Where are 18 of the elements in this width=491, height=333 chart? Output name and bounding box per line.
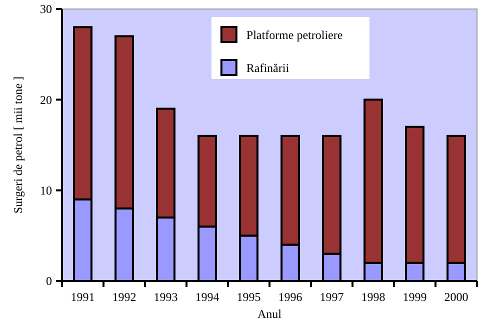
x-tick-label: 2000 <box>444 290 468 304</box>
y-tick-label: 0 <box>46 274 52 288</box>
x-tick-label: 1999 <box>402 290 427 304</box>
x-axis-title: Anul <box>258 307 282 321</box>
x-tick-label: 1996 <box>278 290 302 304</box>
x-tick-label: 1997 <box>320 290 344 304</box>
x-tick-label: 1993 <box>154 290 178 304</box>
legend-label: Rafinării <box>246 61 290 75</box>
x-tick-label: 1995 <box>236 290 261 304</box>
x-tick-label: 1992 <box>112 290 136 304</box>
y-tick-label: 20 <box>40 92 52 107</box>
y-tick-label: 10 <box>40 184 52 198</box>
y-tick-label: 30 <box>40 2 52 16</box>
x-tick-label: 1991 <box>70 290 95 304</box>
x-tick-label: 1998 <box>361 290 386 304</box>
legend-label: Platforme petroliere <box>246 28 343 42</box>
y-axis-title: Surgeri de petrol [ mii tone ] <box>11 76 25 214</box>
x-tick-label: 1994 <box>195 290 220 304</box>
